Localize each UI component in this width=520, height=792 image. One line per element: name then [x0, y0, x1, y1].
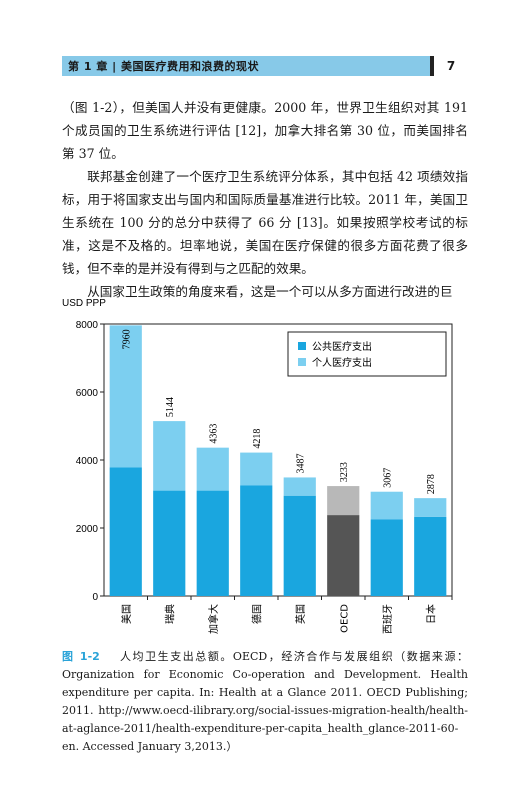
category-label-4: 英国 — [294, 604, 307, 624]
legend-box — [287, 331, 447, 377]
caption-label: 图 1-2 — [62, 650, 100, 663]
category-label-0: 美国 — [120, 604, 133, 624]
category-label-3: 德国 — [250, 604, 263, 624]
bar-public-4 — [283, 495, 316, 596]
category-label-2: 加拿大 — [207, 604, 220, 634]
total-label-2: 4363 — [209, 424, 220, 444]
paragraph-1: （图 1-2），但美国人并没有更健康。2000 年，世界卫生组织对其 191 个… — [62, 100, 468, 161]
bar-public-0 — [109, 467, 142, 596]
chart-figure: USD PPP 0 2000 4000 6000 8000 7960 美国 5144 瑞典 4363… — [60, 288, 472, 650]
total-label-7: 2878 — [426, 474, 437, 494]
bar-public-1 — [153, 490, 186, 596]
y-tick-label: 0 — [92, 592, 98, 603]
body-text: （图 1-2），但美国人并没有更健康。2000 年，世界卫生组织对其 191 个… — [62, 96, 468, 303]
total-label-1: 5144 — [165, 397, 176, 417]
legend-swatch-public — [298, 342, 306, 350]
y-axis-label: USD PPP — [62, 298, 106, 309]
caption-text: 人均卫生支出总额。OECD，经济合作与发展组织（数据来源：Organizatio… — [62, 650, 468, 753]
bar-public-2 — [196, 490, 229, 596]
y-tick-label: 2000 — [76, 524, 99, 535]
bar-private-7 — [414, 498, 447, 517]
bar-private-2 — [196, 447, 229, 491]
total-label-6: 3067 — [383, 468, 394, 488]
y-tick-label: 8000 — [76, 320, 99, 331]
bar-public-7 — [414, 516, 447, 596]
bar-public-6 — [370, 519, 403, 596]
legend-label-private: 个人医疗支出 — [312, 356, 372, 369]
legend-swatch-private — [298, 358, 306, 366]
paragraph-2: 联邦基金创建了一个医疗卫生系统评分体系，其中包括 42 项绩效指标，用于将国家支… — [62, 169, 468, 276]
category-label-5: OECD — [339, 604, 350, 633]
bar-chart: USD PPP 0 2000 4000 6000 8000 7960 美国 5144 瑞典 4363… — [62, 298, 453, 634]
y-tick-label: 6000 — [76, 388, 99, 399]
page-number: 7 — [430, 56, 468, 76]
bar-private-3 — [240, 452, 273, 486]
bar-public-5 — [327, 515, 360, 596]
bar-private-6 — [370, 491, 403, 520]
y-tick-label: 4000 — [76, 456, 99, 467]
category-label-7: 日本 — [424, 604, 437, 624]
bar-private-4 — [283, 477, 316, 496]
total-label-0: 7960 — [122, 329, 133, 349]
total-label-5: 3233 — [339, 462, 350, 482]
running-header: 第 1 章 | 美国医疗费用和浪费的现状 7 — [62, 56, 468, 76]
paragraph-3: 从国家卫生政策的角度来看，这是一个可以从多方面进行改进的巨 — [87, 284, 453, 299]
total-label-3: 4218 — [252, 429, 263, 449]
chapter-title: 第 1 章 | 美国医疗费用和浪费的现状 — [68, 60, 259, 73]
bar-private-0 — [109, 325, 142, 468]
bar-public-3 — [240, 485, 273, 596]
category-label-6: 西班牙 — [382, 604, 394, 634]
category-label-1: 瑞典 — [163, 604, 176, 624]
bar-private-1 — [153, 421, 186, 491]
bar-private-5 — [327, 486, 360, 516]
legend-label-public: 公共医疗支出 — [312, 340, 372, 353]
figure-caption: 图 1-2 人均卫生支出总额。OECD，经济合作与发展组织（数据来源：Organ… — [62, 648, 468, 756]
total-label-4: 3487 — [296, 453, 307, 473]
